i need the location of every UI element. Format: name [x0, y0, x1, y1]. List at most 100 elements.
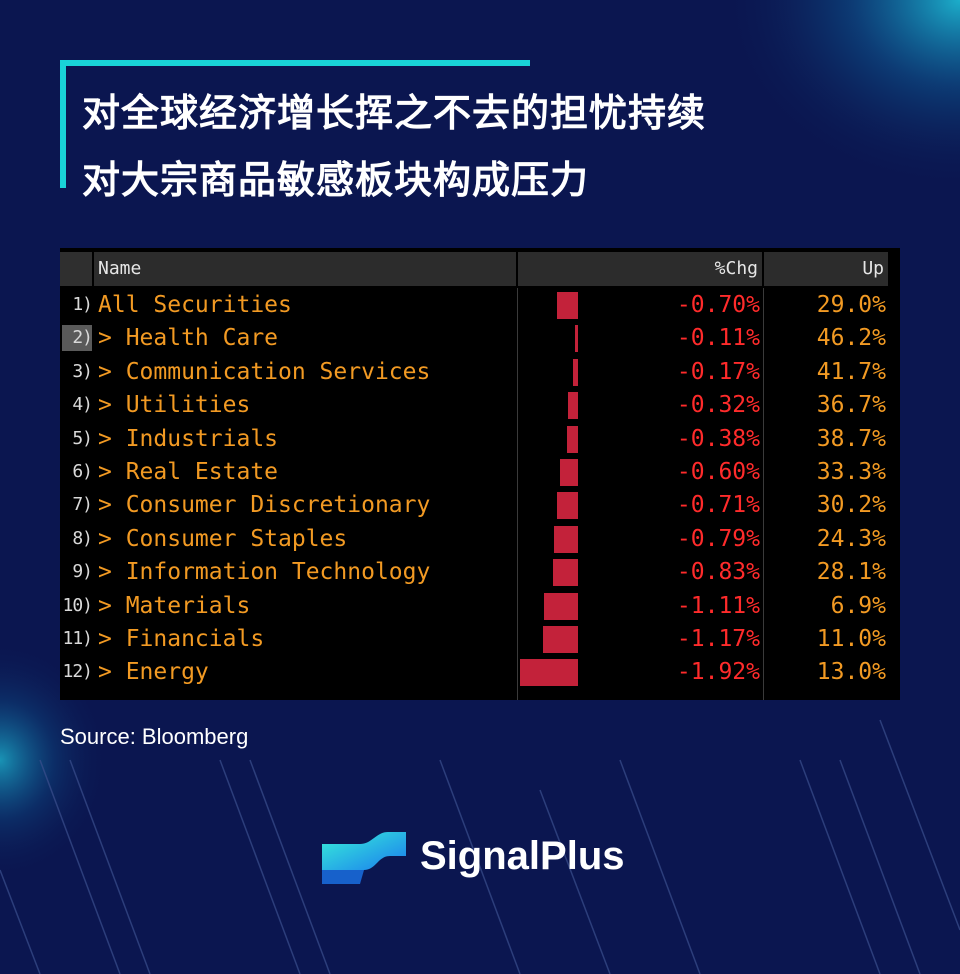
row-name[interactable]: > Materials — [98, 592, 251, 619]
row-up: 6.9% — [830, 592, 886, 619]
row-up: 46.2% — [816, 325, 886, 352]
row-index: 1) — [72, 294, 93, 315]
row-name[interactable]: > Industrials — [98, 425, 279, 452]
row-bar-area — [518, 325, 578, 353]
row-chg: -1.17% — [676, 626, 760, 652]
chg-bar — [556, 292, 578, 319]
row-bar-area — [518, 592, 578, 620]
source-note: Source: Bloomberg — [60, 724, 249, 749]
row-name[interactable]: > Consumer Discretionary — [98, 492, 431, 519]
row-name[interactable]: > Energy — [98, 659, 209, 686]
row-index: 6) — [72, 461, 93, 482]
row-index: 3) — [72, 360, 93, 382]
row-index: 11) — [62, 628, 93, 649]
row-chg: -0.38% — [676, 425, 760, 452]
row-index: 10) — [62, 594, 93, 616]
row-chg: -1.11% — [676, 592, 760, 619]
row-chg: -0.11% — [676, 325, 760, 352]
headline-line-1: 对全球经济增长挥之不去的担忧持续 — [82, 91, 707, 135]
row-name[interactable]: > Utilities — [98, 392, 251, 419]
row-bar-area — [518, 626, 578, 653]
row-up: 33.3% — [816, 459, 886, 485]
column-separator — [763, 288, 764, 700]
row-up: 36.7% — [816, 392, 886, 419]
chg-bar — [554, 525, 578, 553]
row-chg: -0.32% — [676, 392, 760, 419]
chg-bar — [520, 659, 578, 687]
table-row[interactable]: 6) > Real Estate -0.60% 33.3% — [60, 456, 900, 489]
headline-accent-vertical — [60, 60, 66, 188]
table-row[interactable]: 12) > Energy -1.92% 13.0% — [60, 656, 900, 689]
row-bar-area — [518, 492, 578, 520]
row-up: 11.0% — [816, 626, 886, 652]
header-name[interactable]: Name — [94, 252, 516, 286]
column-separator — [517, 288, 518, 700]
table-row[interactable]: 1) All Securities -0.70% 29.0% — [60, 289, 900, 322]
row-name[interactable]: > Consumer Staples — [98, 525, 348, 552]
row-name[interactable]: > Real Estate — [98, 459, 279, 485]
row-up: 24.3% — [816, 525, 886, 552]
chg-bar — [559, 459, 578, 486]
row-bar-area — [518, 292, 578, 319]
row-index: 12) — [62, 661, 93, 683]
table-row[interactable]: 4) > Utilities -0.32% 36.7% — [60, 389, 900, 422]
row-chg: -0.60% — [676, 459, 760, 485]
chg-bar — [572, 358, 578, 386]
chg-bar — [566, 425, 578, 453]
table-row[interactable]: 8) > Consumer Staples -0.79% 24.3% — [60, 523, 900, 556]
row-name[interactable]: > Financials — [98, 626, 265, 652]
sector-performance-table: Name %Chg Up 1) All Securities -0.70% 29.0%… — [60, 248, 900, 700]
row-index: 2) — [62, 325, 93, 352]
row-bar-area — [518, 425, 578, 453]
row-index: 7) — [72, 494, 93, 516]
row-bar-area — [518, 525, 578, 553]
row-bar-area — [518, 559, 578, 587]
table-row[interactable]: 10) > Materials -1.11% 6.9% — [60, 590, 900, 623]
row-name[interactable]: > Communication Services — [98, 358, 431, 385]
row-index: 9) — [72, 561, 93, 583]
row-up: 38.7% — [816, 425, 886, 452]
row-name[interactable]: > Information Technology — [98, 559, 431, 586]
chg-bar — [552, 559, 578, 587]
table-row[interactable]: 9) > Information Technology -0.83% 28.1% — [60, 556, 900, 589]
header-index-cell — [60, 252, 92, 286]
table-row[interactable]: 3) > Communication Services -0.17% 41.7% — [60, 356, 900, 389]
row-index: 5) — [72, 427, 93, 449]
row-chg: -0.83% — [676, 559, 760, 586]
headline-line-2: 对大宗商品敏感板块构成压力 — [82, 158, 590, 202]
table-row[interactable]: 2) > Health Care -0.11% 46.2% — [60, 322, 900, 355]
chg-bar — [556, 492, 578, 520]
row-up: 41.7% — [816, 358, 886, 385]
row-bar-area — [518, 392, 578, 420]
table-row[interactable]: 11) > Financials -1.17% 11.0% — [60, 623, 900, 656]
chg-bar — [544, 592, 578, 620]
row-index: 8) — [72, 527, 93, 549]
table-header: Name %Chg Up — [60, 252, 900, 288]
row-name[interactable]: > Health Care — [98, 325, 279, 352]
table-row[interactable]: 5) > Industrials -0.38% 38.7% — [60, 423, 900, 456]
row-name[interactable]: All Securities — [98, 292, 292, 318]
header-chg[interactable]: %Chg — [518, 252, 762, 286]
chg-bar — [568, 392, 578, 420]
row-up: 30.2% — [816, 492, 886, 519]
row-bar-area — [518, 358, 578, 386]
row-bar-area — [518, 459, 578, 486]
header-up[interactable]: Up — [764, 252, 888, 286]
row-chg: -0.17% — [676, 358, 760, 385]
row-chg: -0.71% — [676, 492, 760, 519]
brand-name: SignalPlus — [420, 834, 625, 878]
row-up: 28.1% — [816, 559, 886, 586]
chg-bar — [542, 626, 578, 653]
row-up: 13.0% — [816, 659, 886, 686]
row-chg: -0.70% — [676, 292, 760, 318]
headline-accent-horizontal — [60, 60, 530, 66]
table-row[interactable]: 7) > Consumer Discretionary -0.71% 30.2% — [60, 489, 900, 522]
chg-bar — [574, 325, 578, 353]
brand: SignalPlus — [320, 826, 660, 896]
row-index: 4) — [72, 394, 93, 416]
row-chg: -0.79% — [676, 525, 760, 552]
row-up: 29.0% — [816, 292, 886, 318]
row-chg: -1.92% — [676, 659, 760, 686]
row-bar-area — [518, 659, 578, 687]
signalplus-logo-icon — [322, 832, 406, 884]
